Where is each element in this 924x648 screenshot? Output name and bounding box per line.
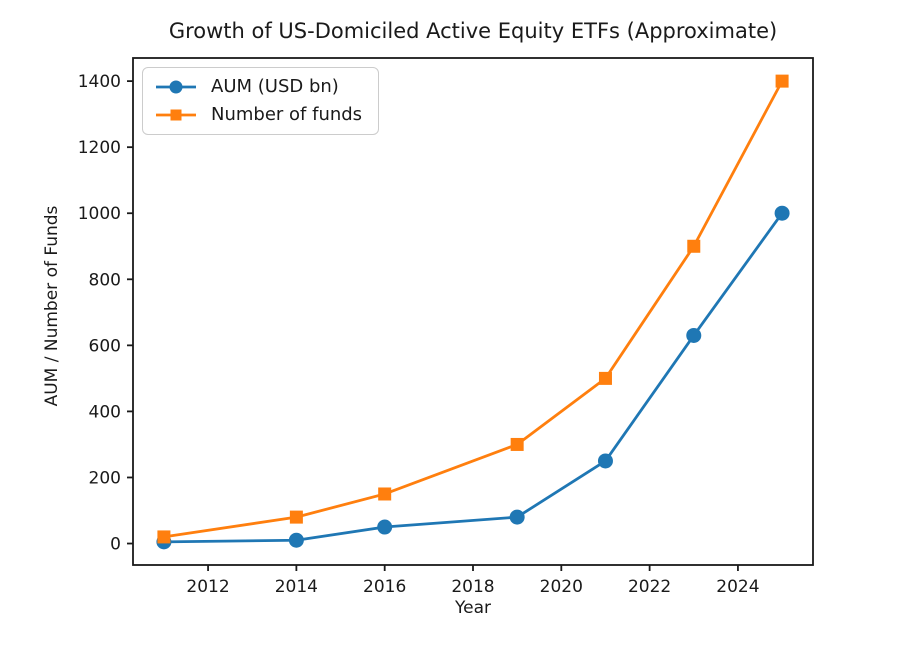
legend: AUM (USD bn) Number of funds	[142, 67, 380, 135]
plot-border	[132, 57, 814, 566]
data-point-circle	[509, 509, 525, 525]
y-tick-label: 400	[89, 402, 121, 422]
y-tick-label: 1400	[78, 72, 121, 92]
legend-label-funds: Number of funds	[211, 104, 363, 125]
x-tick-label: 2018	[451, 577, 494, 597]
data-point-square	[289, 510, 303, 524]
series-line-number-of-funds	[163, 80, 784, 539]
y-tick-label: 200	[89, 468, 121, 488]
data-point-circle	[288, 532, 304, 548]
data-point-circle	[597, 453, 613, 469]
y-axis-ticks: 0 200 400 600 800 1000 1200 1400	[78, 72, 133, 555]
x-tick-label: 2022	[628, 577, 671, 597]
series-number-of-funds	[157, 74, 789, 544]
y-tick-label: 1200	[78, 138, 121, 158]
data-point-square	[378, 487, 392, 501]
line-square-marker-icon	[156, 109, 196, 121]
legend-label-aum: AUM (USD bn)	[211, 76, 339, 97]
chart-title: Growth of US-Domiciled Active Equity ETF…	[168, 19, 778, 43]
y-tick-label: 600	[89, 336, 121, 356]
data-point-square	[510, 437, 524, 451]
legend-item-funds: Number of funds	[155, 104, 362, 126]
series-aum-usd-bn	[156, 205, 790, 550]
data-point-square	[687, 239, 701, 253]
data-point-circle	[377, 519, 393, 535]
x-tick-label: 2020	[540, 577, 583, 597]
x-tick-label: 2014	[275, 577, 318, 597]
y-tick-label: 1000	[78, 204, 121, 224]
data-point-circle	[686, 327, 702, 343]
data-point-square	[157, 530, 171, 544]
x-axis-ticks: 2012 2014 2016 2018 2020 2022 2024	[186, 565, 760, 597]
data-point-square	[598, 371, 612, 385]
series-line-aum-usd-bn	[163, 212, 784, 544]
line-circle-marker-icon	[156, 80, 196, 94]
x-tick-label: 2012	[186, 577, 229, 597]
y-axis-label: AUM / Number of Funds	[42, 205, 62, 407]
y-tick-label: 0	[110, 535, 121, 555]
x-tick-label: 2016	[363, 577, 406, 597]
y-tick-label: 800	[89, 270, 121, 290]
data-point-square	[775, 74, 789, 88]
data-point-circle	[774, 205, 790, 221]
x-axis-label: Year	[455, 598, 491, 618]
x-tick-label: 2024	[716, 577, 759, 597]
legend-item-aum: AUM (USD bn)	[155, 76, 362, 98]
